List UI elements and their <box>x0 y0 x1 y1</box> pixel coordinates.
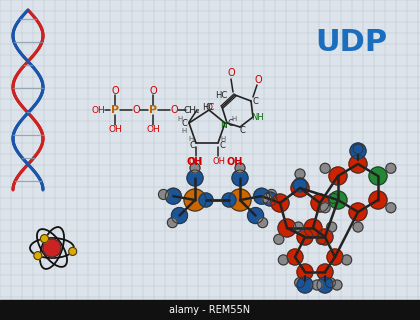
Circle shape <box>274 234 284 244</box>
Circle shape <box>257 218 268 228</box>
Circle shape <box>349 155 367 173</box>
Text: OH: OH <box>189 156 202 165</box>
Text: NH: NH <box>251 113 263 122</box>
Circle shape <box>263 192 277 206</box>
Circle shape <box>278 219 296 237</box>
Circle shape <box>293 222 303 232</box>
Circle shape <box>386 163 396 173</box>
Circle shape <box>328 193 338 204</box>
Text: O: O <box>170 105 178 115</box>
Circle shape <box>187 170 203 186</box>
Text: alamy - REM55N: alamy - REM55N <box>169 305 251 315</box>
Text: H: H <box>220 136 226 142</box>
Circle shape <box>235 163 245 173</box>
Circle shape <box>311 194 329 212</box>
Circle shape <box>349 203 367 221</box>
Circle shape <box>304 219 322 237</box>
Circle shape <box>199 193 213 207</box>
Circle shape <box>327 222 337 232</box>
Text: HC: HC <box>215 91 227 100</box>
Circle shape <box>271 194 289 212</box>
Circle shape <box>329 167 347 185</box>
Text: C: C <box>181 118 187 127</box>
Circle shape <box>297 264 313 280</box>
Text: OH: OH <box>146 124 160 133</box>
Circle shape <box>184 189 206 211</box>
Text: UDP: UDP <box>315 28 387 57</box>
Circle shape <box>165 188 181 204</box>
Circle shape <box>369 167 387 185</box>
Circle shape <box>353 144 363 154</box>
Text: OH: OH <box>213 156 226 165</box>
Circle shape <box>317 229 333 245</box>
Circle shape <box>158 189 168 199</box>
Circle shape <box>329 191 347 209</box>
Circle shape <box>369 191 387 209</box>
Circle shape <box>69 247 77 255</box>
Text: N: N <box>220 121 226 130</box>
Text: O: O <box>227 68 235 78</box>
Circle shape <box>34 252 42 260</box>
Text: OH: OH <box>227 157 243 167</box>
Circle shape <box>295 169 305 179</box>
Text: H: H <box>177 116 183 122</box>
Circle shape <box>262 193 272 204</box>
Text: OH: OH <box>91 106 105 115</box>
Circle shape <box>297 277 313 293</box>
Text: H: H <box>231 116 236 122</box>
Text: P: P <box>111 105 119 115</box>
Text: C: C <box>219 140 225 149</box>
Text: P: P <box>149 105 157 115</box>
Text: O: O <box>132 105 140 115</box>
Text: HC: HC <box>202 102 214 111</box>
Circle shape <box>232 170 248 186</box>
Text: O: O <box>111 86 119 96</box>
Circle shape <box>287 249 303 265</box>
Circle shape <box>312 280 322 290</box>
Text: C: C <box>189 140 195 149</box>
Circle shape <box>341 255 352 265</box>
Circle shape <box>317 277 333 293</box>
Circle shape <box>317 264 333 280</box>
Circle shape <box>320 163 330 173</box>
Text: O: O <box>205 102 213 111</box>
Text: H: H <box>189 136 194 142</box>
Circle shape <box>171 208 187 224</box>
Circle shape <box>353 222 363 232</box>
Circle shape <box>267 189 276 199</box>
Circle shape <box>295 278 304 288</box>
Circle shape <box>229 189 251 211</box>
Circle shape <box>332 280 342 290</box>
Circle shape <box>350 143 366 159</box>
Circle shape <box>247 208 264 224</box>
Circle shape <box>320 203 330 213</box>
Text: O: O <box>149 86 157 96</box>
Circle shape <box>293 178 307 192</box>
Circle shape <box>254 188 270 204</box>
Circle shape <box>326 278 335 288</box>
Circle shape <box>168 218 177 228</box>
Circle shape <box>386 203 396 213</box>
Text: O: O <box>254 75 262 85</box>
Circle shape <box>190 163 200 173</box>
Circle shape <box>222 193 236 207</box>
Text: OH: OH <box>108 124 122 133</box>
Text: H: H <box>181 128 186 134</box>
Circle shape <box>316 234 326 244</box>
Circle shape <box>327 249 343 265</box>
Text: C: C <box>252 97 258 106</box>
Text: C: C <box>239 125 245 134</box>
Circle shape <box>43 239 61 257</box>
Circle shape <box>40 235 48 243</box>
Text: OH: OH <box>187 157 203 167</box>
Text: C: C <box>227 118 233 127</box>
Circle shape <box>291 179 309 197</box>
Circle shape <box>297 229 313 245</box>
Text: CH₂: CH₂ <box>184 106 200 115</box>
Circle shape <box>278 255 289 265</box>
Bar <box>0 300 420 320</box>
